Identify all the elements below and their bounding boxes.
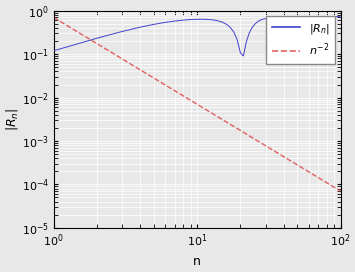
$n^{-2}$ [207, 110, 211, 113]
Line: $n^{-2}$: $n^{-2}$ [54, 17, 341, 191]
Y-axis label: $|R_n|$: $|R_n|$ [4, 108, 20, 131]
$n^{-2}$ [332, 185, 336, 188]
$n^{-2}$ [222, 119, 226, 122]
$n^{-2}$ [287, 158, 291, 162]
$|R_n|$ [334, 15, 338, 18]
$n^{-2}$ [188, 98, 192, 102]
$n^{-2}$ [190, 99, 194, 103]
Line: $|R_n|$: $|R_n|$ [54, 16, 341, 56]
$|R_n|$ [299, 16, 303, 19]
$|R_n|$ [252, 23, 256, 26]
$n^{-2}$ [51, 16, 56, 19]
Legend: $|R_n|$, $n^{-2}$: $|R_n|$, $n^{-2}$ [266, 16, 335, 64]
$|R_n|$ [337, 15, 341, 18]
$|R_n|$ [51, 49, 56, 52]
X-axis label: n: n [193, 255, 201, 268]
$n^{-2}$ [339, 190, 343, 193]
$|R_n|$ [308, 29, 312, 33]
$|R_n|$ [241, 54, 246, 58]
$|R_n|$ [339, 16, 343, 19]
$|R_n|$ [238, 51, 242, 54]
$|R_n|$ [336, 15, 340, 18]
